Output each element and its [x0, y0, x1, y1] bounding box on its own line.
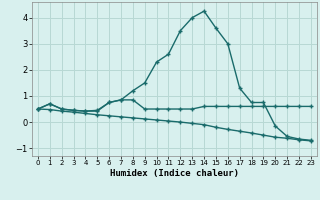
X-axis label: Humidex (Indice chaleur): Humidex (Indice chaleur) — [110, 169, 239, 178]
